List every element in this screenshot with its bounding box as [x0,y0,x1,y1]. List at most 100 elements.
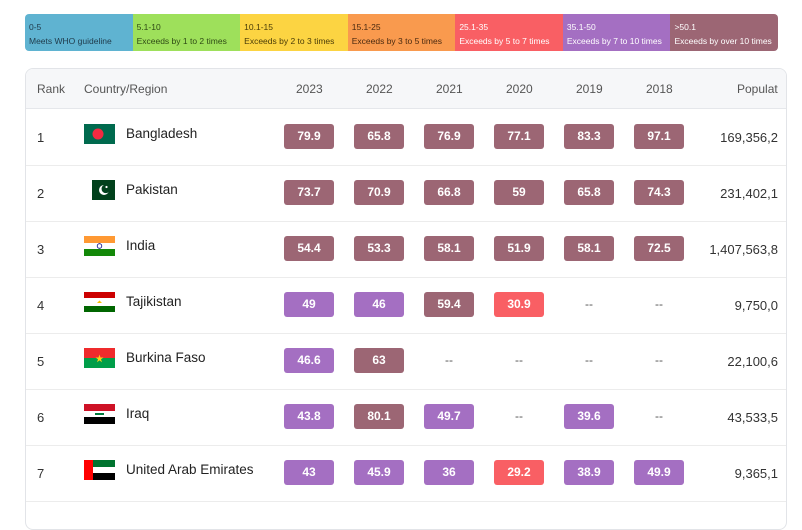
rank-cell: 2 [37,186,45,201]
legend-range: >50.1 [674,22,696,32]
bangladesh-flag-icon [84,124,115,144]
aqi-legend: 0-5 Meets WHO guideline 5.1-10 Exceeds by … [25,14,778,51]
header-rank[interactable]: Rank [37,82,66,96]
pm25-value-badge: 97.1 [634,124,684,149]
country-name[interactable]: Tajikistan [126,294,182,309]
population-cell: 169,356,2 [720,130,778,145]
table-row[interactable]: 4 Tajikistan 49 46 59.4 30.9 -- -- 9,750,0 [26,277,786,334]
ranking-table: Rank Country/Region 2023 2022 2021 2020 … [25,68,787,530]
legend-item-1: 5.1-10 Exceeds by 1 to 2 times [132,14,241,51]
table-row[interactable]: 1 Bangladesh 79.9 65.8 76.9 77.1 83.3 97.1 169,3… [26,109,786,166]
pm25-value-badge: 49.9 [634,460,684,485]
header-2021[interactable]: 2021 [436,82,463,96]
pm25-value-badge: 39.6 [564,404,614,429]
table-row[interactable]: 5 Burkina Faso 46.6 63 -- -- -- -- 22,100,6 [26,333,786,390]
header-2022[interactable]: 2022 [366,82,393,96]
no-data-cell: -- [655,353,663,367]
header-population[interactable]: Populat [737,82,778,96]
rank-cell: 7 [37,466,45,481]
rank-cell: 5 [37,354,45,369]
legend-item-4: 25.1-35 Exceeds by 5 to 7 times [455,14,563,51]
pm25-value-badge: 65.8 [564,180,614,205]
india-flag-icon [84,236,115,256]
burkina-flag-icon [84,348,115,368]
country-name[interactable]: Iraq [126,406,150,421]
pm25-value-badge: 73.7 [284,180,334,205]
legend-text: Exceeds by 1 to 2 times [136,36,227,46]
pm25-value-badge: 49 [284,292,334,317]
header-2023[interactable]: 2023 [296,82,323,96]
pm25-value-badge: 43.8 [284,404,334,429]
pm25-value-badge: 53.3 [354,236,404,261]
no-data-cell: -- [515,409,523,423]
no-data-cell: -- [585,353,593,367]
pm25-value-badge: 83.3 [564,124,614,149]
no-data-cell: -- [515,353,523,367]
country-name[interactable]: Bangladesh [126,126,198,141]
legend-text: Exceeds by 7 to 10 times [566,36,662,46]
country-name[interactable]: United Arab Emirates [126,462,254,477]
population-cell: 43,533,5 [727,410,778,425]
header-2018[interactable]: 2018 [646,82,673,96]
population-cell: 9,750,0 [734,298,778,313]
rank-cell: 4 [37,298,45,313]
no-data-cell: -- [655,297,663,311]
legend-item-3: 15.1-25 Exceeds by 3 to 5 times [347,14,456,51]
legend-range: 5.1-10 [136,22,161,32]
legend-text: Exceeds by 2 to 3 times [244,36,335,46]
legend-range: 15.1-25 [351,22,381,32]
pm25-value-badge: 43 [284,460,334,485]
pm25-value-badge: 79.9 [284,124,334,149]
uae-flag-icon [84,460,115,480]
rank-cell: 1 [37,130,45,145]
pm25-value-badge: 80.1 [354,404,404,429]
legend-range: 25.1-35 [459,22,489,32]
pm25-value-badge: 30.9 [494,292,544,317]
pm25-value-badge: 29.2 [494,460,544,485]
header-country[interactable]: Country/Region [84,82,168,96]
population-cell: 9,365,1 [734,466,778,481]
population-cell: 1,407,563,8 [709,242,778,257]
pm25-value-badge: 58.1 [424,236,474,261]
table-row[interactable]: 3 India 54.4 53.3 58.1 51.9 58.1 72.5 1,407,563,… [26,221,786,278]
tajikistan-flag-icon [84,292,115,312]
legend-range: 35.1-50 [566,22,596,32]
legend-text: Meets WHO guideline [29,36,112,46]
legend-item-5: 35.1-50 Exceeds by 7 to 10 times [562,14,671,51]
header-2019[interactable]: 2019 [576,82,603,96]
no-data-cell: -- [655,409,663,423]
legend-item-0: 0-5 Meets WHO guideline [25,14,133,51]
pm25-value-badge: 54.4 [284,236,334,261]
no-data-cell: -- [585,297,593,311]
table-row[interactable]: 6 Iraq 43.8 80.1 49.7 -- 39.6 -- 43,533,5 [26,389,786,446]
legend-range: 0-5 [29,22,42,32]
no-data-cell: -- [445,353,453,367]
rank-cell: 6 [37,410,45,425]
country-name[interactable]: Burkina Faso [126,350,206,365]
legend-range: 10.1-15 [244,22,273,32]
pm25-value-badge: 36 [424,460,474,485]
legend-item-6: >50.1 Exceeds by over 10 times [670,14,778,51]
pm25-value-badge: 74.3 [634,180,684,205]
table-row[interactable]: 7 United Arab Emirates 43 45.9 36 29.2 38.9 49.… [26,445,786,502]
pakistan-flag-icon [84,180,115,200]
iraq-flag-icon [84,404,115,424]
country-name[interactable]: India [126,238,156,253]
legend-item-2: 10.1-15 Exceeds by 2 to 3 times [240,14,348,51]
pm25-value-badge: 49.7 [424,404,474,429]
pm25-value-badge: 45.9 [354,460,404,485]
header-2020[interactable]: 2020 [506,82,533,96]
pm25-value-badge: 66.8 [424,180,474,205]
population-cell: 231,402,1 [720,186,778,201]
table-row[interactable]: 2 Pakistan 73.7 70.9 66.8 59 65.8 74.3 231,402,1 [26,165,786,222]
pm25-value-badge: 65.8 [354,124,404,149]
pm25-value-badge: 76.9 [424,124,474,149]
pm25-value-badge: 63 [354,348,404,373]
pm25-value-badge: 70.9 [354,180,404,205]
pm25-value-badge: 46.6 [284,348,334,373]
country-name[interactable]: Pakistan [126,182,178,197]
pm25-value-badge: 59.4 [424,292,474,317]
pm25-value-badge: 59 [494,180,544,205]
pm25-value-badge: 58.1 [564,236,614,261]
pm25-value-badge: 72.5 [634,236,684,261]
